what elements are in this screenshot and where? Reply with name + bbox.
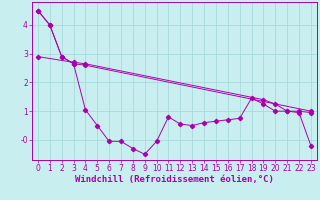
X-axis label: Windchill (Refroidissement éolien,°C): Windchill (Refroidissement éolien,°C) [75, 175, 274, 184]
